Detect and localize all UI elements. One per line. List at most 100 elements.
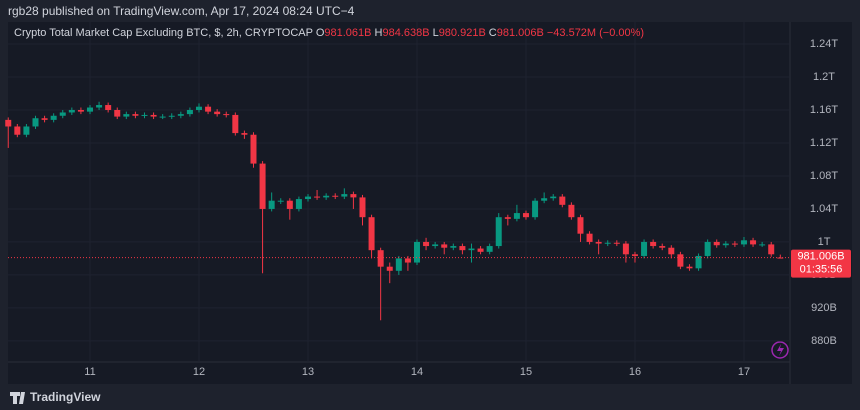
candle-body: [768, 244, 775, 255]
byline: rgb28 published on TradingView.com, Apr …: [8, 4, 355, 18]
candle-body: [168, 115, 175, 117]
last-price-label: 981.006B: [797, 251, 844, 263]
candle-body: [541, 198, 548, 201]
candle-body: [595, 241, 602, 244]
candle-body: [404, 258, 411, 263]
y-tick-label: 1.24T: [810, 38, 838, 50]
candle-body: [504, 217, 511, 219]
candle-body: [304, 196, 311, 200]
y-tick-label: 1.2T: [813, 71, 835, 83]
candle-body: [114, 109, 121, 117]
x-tick-label: 15: [520, 366, 532, 378]
candle-body: [314, 196, 321, 198]
candle-body: [677, 254, 684, 267]
candle-body: [432, 244, 439, 247]
candle-body: [777, 257, 784, 259]
ohlc-value: 980.921B: [438, 27, 486, 39]
candle-body: [105, 105, 112, 110]
candle-body: [386, 266, 393, 271]
candle-body: [223, 114, 230, 116]
candle-body: [377, 250, 384, 267]
y-tick-label: 880B: [811, 335, 837, 347]
candle-body: [704, 241, 711, 256]
candle-body: [368, 217, 375, 251]
candle-body: [631, 254, 638, 256]
ohlc-key: L: [432, 27, 439, 39]
candle-body: [341, 194, 348, 197]
alert-icon-bolt: [777, 344, 784, 356]
candle-body: [150, 114, 157, 117]
candle-body: [641, 241, 648, 256]
candle-body: [77, 109, 84, 112]
candle-body: [695, 255, 702, 269]
candle-body: [68, 109, 75, 113]
y-tick-label: 1T: [818, 236, 831, 248]
candle-body: [59, 112, 66, 116]
candle-body: [650, 241, 657, 247]
candle-body: [268, 200, 275, 209]
x-tick-label: 17: [738, 366, 750, 378]
candle-body: [186, 109, 193, 115]
ohlc-value: 984.638B: [382, 27, 430, 39]
brand-logo: [10, 392, 25, 404]
candle-body: [423, 241, 430, 247]
candle-body: [214, 111, 221, 115]
candle-body: [522, 213, 529, 218]
ohlc-key: H: [374, 27, 383, 39]
x-tick-label: 12: [193, 366, 205, 378]
x-tick-label: 14: [411, 366, 423, 378]
candle-body: [232, 114, 239, 134]
candle-body: [195, 106, 202, 110]
countdown: 01:35:56: [800, 264, 843, 276]
candle-body: [532, 200, 539, 218]
candle-body: [577, 217, 584, 234]
brand: TradingView: [30, 390, 101, 404]
candle-body: [450, 246, 457, 248]
ohlc-value: 981.061B: [324, 27, 372, 39]
chart-background: [8, 22, 852, 384]
candle-body: [50, 115, 57, 120]
last-price-box: [791, 249, 851, 278]
candle-body: [259, 163, 266, 209]
candle-body: [413, 241, 420, 263]
candle-body: [395, 258, 402, 271]
candle-body: [731, 243, 738, 245]
y-tick-label: 1.08T: [810, 170, 838, 182]
candle-body: [586, 233, 593, 242]
candle-body: [686, 266, 693, 269]
y-tick-label: 920B: [811, 302, 837, 314]
candle-body: [668, 247, 675, 255]
candle-body: [123, 114, 130, 117]
candle-body: [323, 195, 330, 198]
candle-body: [713, 241, 720, 246]
candle-body: [32, 118, 39, 127]
candle-body: [468, 248, 475, 251]
candle-body: [459, 246, 466, 251]
candle-body: [250, 134, 257, 164]
symbol-legend: Crypto Total Market Cap Excluding BTC, $…: [14, 27, 647, 39]
candle-body: [486, 246, 493, 252]
candle-body: [441, 244, 448, 248]
candle-body: [86, 107, 93, 112]
candle-body: [513, 213, 520, 219]
alert-icon[interactable]: [771, 341, 789, 359]
x-tick-label: 13: [302, 366, 314, 378]
symbol-title: Crypto Total Market Cap Excluding BTC, $…: [14, 27, 313, 39]
candle-body: [622, 243, 629, 255]
candle-body: [5, 119, 12, 127]
ohlc-key: O: [315, 27, 325, 39]
candle-body: [23, 126, 30, 135]
candle-body: [559, 196, 566, 205]
candle-body: [740, 240, 747, 245]
y-tick-label: 1.12T: [810, 137, 838, 149]
candle-body: [277, 200, 284, 202]
candle-body: [759, 244, 766, 246]
candle-body: [750, 240, 757, 245]
candle-body: [141, 114, 148, 116]
candle-body: [295, 199, 302, 209]
candle-body: [132, 114, 139, 116]
candle-body: [604, 242, 611, 244]
candle-body: [286, 200, 293, 209]
